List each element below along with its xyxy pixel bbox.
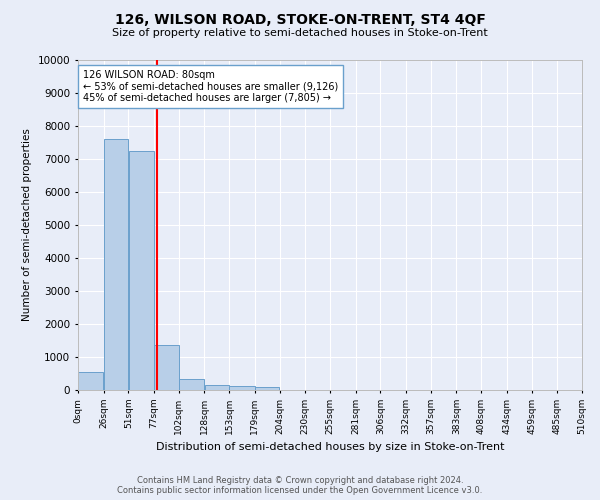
Text: Size of property relative to semi-detached houses in Stoke-on-Trent: Size of property relative to semi-detach… — [112, 28, 488, 38]
Text: 126 WILSON ROAD: 80sqm
← 53% of semi-detached houses are smaller (9,126)
45% of : 126 WILSON ROAD: 80sqm ← 53% of semi-det… — [83, 70, 338, 103]
Bar — [229, 386, 254, 390]
Bar — [154, 346, 179, 390]
X-axis label: Distribution of semi-detached houses by size in Stoke-on-Trent: Distribution of semi-detached houses by … — [156, 442, 504, 452]
Text: Contains HM Land Registry data © Crown copyright and database right 2024.
Contai: Contains HM Land Registry data © Crown c… — [118, 476, 482, 495]
Y-axis label: Number of semi-detached properties: Number of semi-detached properties — [22, 128, 32, 322]
Bar — [205, 384, 229, 390]
Bar — [104, 139, 128, 390]
Bar — [255, 387, 280, 390]
Text: 126, WILSON ROAD, STOKE-ON-TRENT, ST4 4QF: 126, WILSON ROAD, STOKE-ON-TRENT, ST4 4Q… — [115, 12, 485, 26]
Bar — [179, 379, 204, 390]
Bar — [128, 151, 154, 390]
Bar — [78, 372, 103, 390]
